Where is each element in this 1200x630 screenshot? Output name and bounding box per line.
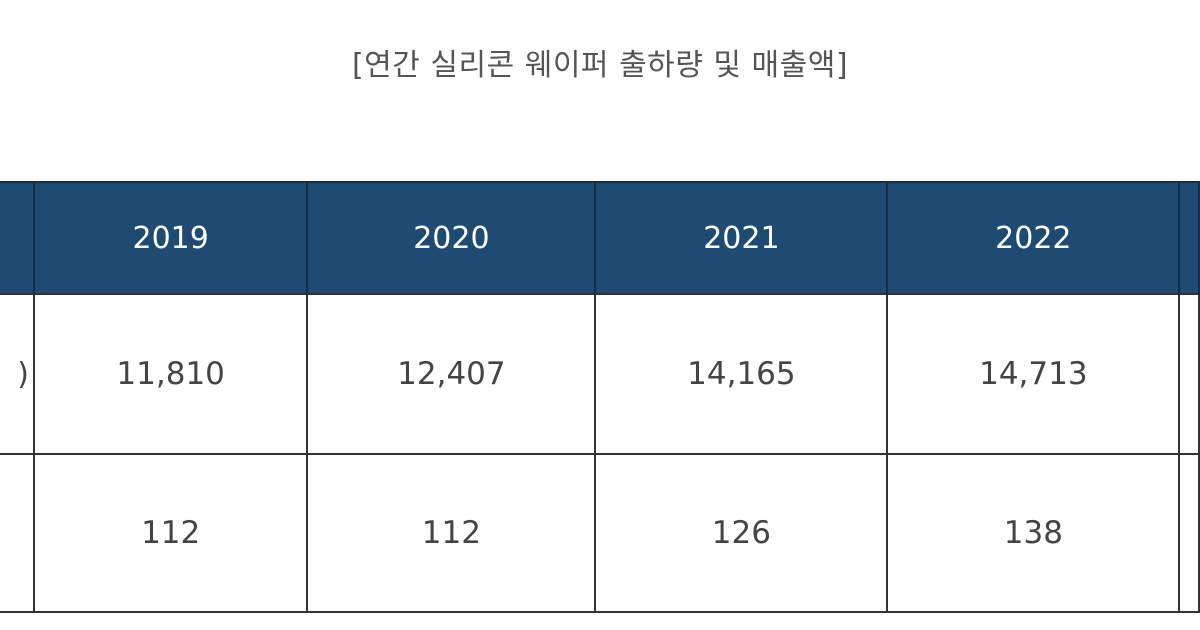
table-cell: 138: [886, 453, 1181, 613]
table-cell: 11,810: [32, 293, 309, 455]
table-row: 112 112 126 138: [0, 453, 1200, 613]
data-table: 2019 2020 2021 2022 ) 11,810 12,407 14,1…: [0, 181, 1200, 613]
column-header-truncated: [1178, 181, 1200, 294]
table-cell: 12,407: [306, 293, 597, 455]
table-cell: 112: [306, 453, 597, 613]
table-cell: 126: [594, 453, 889, 613]
column-header: 2020: [306, 181, 597, 294]
column-header: 2022: [886, 181, 1181, 294]
table-cell: 14,713: [886, 293, 1181, 455]
row-label: [0, 453, 35, 613]
table-cell-truncated: [1178, 293, 1200, 455]
header-label-cell: [0, 181, 35, 294]
table-row: ) 11,810 12,407 14,165 14,713: [0, 293, 1200, 455]
row-label: ): [0, 293, 35, 455]
table-header-row: 2019 2020 2021 2022: [0, 181, 1200, 294]
table-title: [연간 실리콘 웨이퍼 출하량 및 매출액]: [351, 48, 849, 83]
table-cell-truncated: [1178, 453, 1200, 613]
table-cell: 14,165: [594, 293, 889, 455]
column-header: 2021: [594, 181, 889, 294]
table-cell: 112: [32, 453, 309, 613]
column-header: 2019: [32, 181, 309, 294]
data-table-container: 2019 2020 2021 2022 ) 11,810 12,407 14,1…: [0, 181, 1200, 613]
